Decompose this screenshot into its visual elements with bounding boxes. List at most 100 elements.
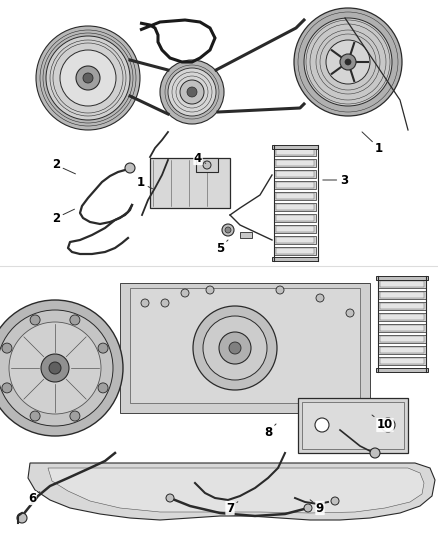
Circle shape (161, 299, 169, 307)
Circle shape (315, 418, 329, 432)
Circle shape (340, 54, 356, 70)
Circle shape (222, 224, 234, 236)
Circle shape (381, 418, 395, 432)
Circle shape (294, 8, 402, 116)
Bar (376, 276, 428, 280)
Circle shape (141, 299, 149, 307)
Circle shape (166, 494, 174, 502)
Bar (130, 288, 360, 403)
Circle shape (193, 306, 277, 390)
Bar (380, 325, 424, 331)
Bar (274, 159, 316, 167)
Bar (380, 303, 424, 309)
Circle shape (125, 163, 135, 173)
Circle shape (70, 315, 80, 325)
Bar (274, 203, 316, 211)
Circle shape (180, 80, 204, 104)
Bar (272, 257, 318, 261)
Bar (378, 357, 426, 365)
Bar (196, 158, 218, 172)
Circle shape (46, 36, 130, 120)
Bar (378, 324, 426, 332)
Text: 2: 2 (52, 209, 74, 224)
Bar (276, 193, 314, 199)
Bar (274, 170, 316, 178)
Bar (380, 336, 424, 342)
Bar (378, 291, 426, 299)
Text: 9: 9 (310, 500, 324, 514)
Circle shape (41, 354, 69, 382)
Bar (380, 358, 424, 364)
Bar (274, 236, 316, 244)
Circle shape (98, 343, 108, 353)
Bar (302, 402, 404, 449)
Circle shape (30, 315, 40, 325)
Circle shape (2, 383, 12, 393)
Bar (380, 314, 424, 320)
Polygon shape (48, 468, 424, 513)
Bar (274, 181, 316, 189)
Circle shape (219, 332, 251, 364)
Bar (380, 292, 424, 298)
Bar (274, 192, 316, 200)
Circle shape (187, 87, 197, 97)
Circle shape (346, 309, 354, 317)
Bar (378, 346, 426, 354)
Bar (120, 283, 370, 413)
Circle shape (83, 73, 93, 83)
Bar (274, 148, 316, 156)
Bar (378, 335, 426, 343)
Bar (0, 268, 438, 533)
Bar (274, 247, 316, 255)
Circle shape (70, 411, 80, 421)
Circle shape (98, 383, 108, 393)
Bar (276, 226, 314, 232)
Text: 5: 5 (216, 240, 228, 254)
Bar (150, 158, 230, 208)
Text: 1: 1 (362, 132, 383, 155)
Circle shape (203, 316, 267, 380)
Bar (272, 145, 318, 149)
Text: 8: 8 (264, 424, 276, 439)
Circle shape (370, 448, 380, 458)
Bar (378, 302, 426, 310)
Circle shape (160, 60, 224, 124)
Polygon shape (5, 5, 260, 110)
Circle shape (206, 286, 214, 294)
Bar (276, 160, 314, 166)
Text: 4: 4 (194, 151, 206, 165)
Text: 6: 6 (28, 491, 40, 505)
Circle shape (36, 26, 140, 130)
Circle shape (2, 343, 12, 353)
Circle shape (304, 504, 312, 512)
Circle shape (60, 50, 116, 106)
Bar (240, 232, 252, 238)
Bar (276, 171, 314, 177)
Text: 1: 1 (137, 176, 152, 190)
Circle shape (0, 310, 113, 426)
Bar (276, 237, 314, 243)
Bar (276, 215, 314, 221)
Circle shape (316, 294, 324, 302)
Circle shape (168, 68, 216, 116)
Bar (274, 214, 316, 222)
Circle shape (345, 59, 351, 65)
Circle shape (17, 513, 27, 523)
Bar (276, 149, 314, 155)
Circle shape (203, 161, 211, 169)
Text: 10: 10 (372, 415, 393, 432)
Circle shape (30, 411, 40, 421)
Text: 2: 2 (52, 158, 75, 174)
Circle shape (276, 286, 284, 294)
Text: 7: 7 (226, 502, 238, 514)
Circle shape (225, 227, 231, 233)
Polygon shape (100, 273, 380, 456)
Bar (276, 204, 314, 210)
Circle shape (49, 362, 61, 374)
Circle shape (331, 497, 339, 505)
Bar (380, 347, 424, 353)
Circle shape (0, 300, 123, 436)
Bar (0, 0, 438, 262)
Circle shape (181, 289, 189, 297)
Bar (276, 182, 314, 188)
